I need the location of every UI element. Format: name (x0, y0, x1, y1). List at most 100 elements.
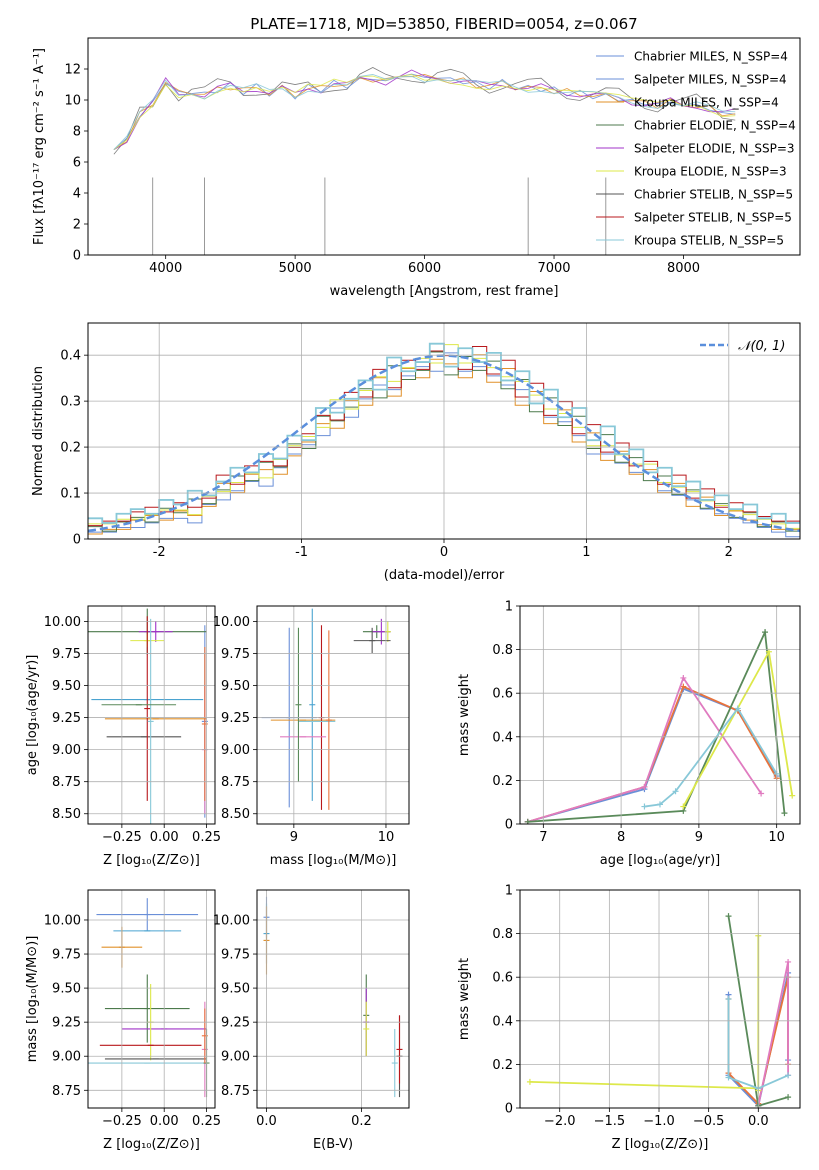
spectrum-data-line (113, 67, 736, 155)
weight-point-marker (641, 783, 648, 790)
axes-frame (256, 605, 410, 825)
weight-vs-z-x-tick-label: −0.5 (693, 1114, 725, 1129)
mass-vs-ebv-y-tick-label: 9.00 (221, 1050, 250, 1065)
spectrum-model-line (113, 74, 736, 150)
mass-vs-ebv-y-tick-label: 8.75 (221, 1084, 250, 1099)
age-vs-z-x-tick-label: 0.00 (150, 830, 179, 845)
weight-point-marker (672, 788, 679, 795)
legend-label: Salpeter MILES, N_SSP=4 (634, 73, 787, 87)
mass-vs-ebv-y-tick-label: 9.25 (221, 1016, 250, 1031)
mass-vs-z-y-tick-label: 9.75 (52, 948, 81, 963)
age-vs-z-y-axis-label: age [log₁₀(age/yr)] (25, 655, 40, 776)
mass-vs-z-panel: −0.25 0.00 0.25 8.75 9.00 9.25 9.50 9.75 10.00 Z … (25, 889, 221, 1152)
weight-vs-age-y-tick-label: 0 (505, 818, 513, 833)
weight-vs-z-x-tick-label: −2.0 (544, 1114, 576, 1129)
spectrum-y-tick-label: 4 (73, 187, 81, 202)
weight-vs-z-x-axis-label: Z [log₁₀(Z/Z⊙)] (612, 1137, 709, 1152)
axes-frame (87, 889, 216, 1109)
spectrum-y-tick-label: 10 (64, 94, 81, 109)
weight-vs-age-x-tick-label: 7 (539, 830, 547, 845)
weight-point-marker (789, 792, 796, 799)
mass-vs-z-y-tick-label: 9.00 (52, 1050, 81, 1065)
spectrum-y-axis-label: Flux [fλ10⁻¹⁷ erg cm⁻² s⁻¹ A⁻¹] (32, 48, 47, 245)
age-vs-z-panel: −0.25 0.00 0.25 8.50 8.75 9.00 9.25 9.50 9.75 10.… (25, 605, 221, 868)
mass-vs-z-x-tick-label: 0.00 (150, 1114, 179, 1129)
age-vs-z-y-tick-label: 10.00 (44, 615, 81, 630)
spectrum-y-tick-label: 12 (64, 63, 81, 78)
weight-vs-z-y-tick-label: 0.6 (492, 971, 513, 986)
weight-point-marker (781, 810, 788, 817)
residuals-x-tick-label: 0 (440, 545, 448, 560)
mass-vs-ebv-panel: 0.0 0.2 8.75 9.00 9.25 9.50 9.75 10.00 E(B-V) (213, 889, 410, 1152)
weight-vs-z-y-axis-label: mass weight (457, 958, 472, 1040)
age-vs-z-y-tick-label: 9.00 (52, 743, 81, 758)
legend-label: Kroupa ELODIE, N_SSP=3 (634, 165, 787, 179)
age-vs-z-plot-area (88, 608, 208, 824)
age-vs-z-y-tick-label: 9.75 (52, 647, 81, 662)
axes-frame (519, 605, 801, 825)
mass-vs-ebv-x-tick-label: 0.0 (256, 1114, 277, 1129)
residuals-y-tick-label: 0.4 (60, 349, 81, 364)
age-vs-z-y-tick-label: 8.50 (52, 807, 81, 822)
spectrum-model-line (113, 74, 736, 150)
axes-frame (256, 889, 410, 1109)
mass-vs-z-y-axis-label: mass [log₁₀(M/M⊙)] (25, 936, 40, 1063)
mass-vs-z-x-tick-label: −0.25 (102, 1114, 142, 1129)
age-vs-mass-panel: 9 10 8.50 8.75 9.00 9.25 9.50 9.75 10.00 mass [lo… (213, 605, 410, 868)
weight-vs-age-y-axis-label: mass weight (457, 674, 472, 756)
spectrum-x-tick-label: 8000 (667, 261, 700, 276)
legend-label: Chabrier ELODIE, N_SSP=4 (634, 119, 796, 133)
residuals-x-tick-label: 2 (725, 545, 733, 560)
residuals-y-tick-label: 0.2 (60, 441, 81, 456)
weight-point-marker (680, 683, 687, 690)
spectrum-x-tick-label: 5000 (279, 261, 312, 276)
spectrum-x-tick-label: 4000 (149, 261, 182, 276)
residuals-y-tick-label: 0.3 (60, 395, 81, 410)
mass-vs-ebv-y-tick-label: 9.50 (221, 982, 250, 997)
weight-vs-age-panel: 7 8 9 10 0 0.2 0.4 0.6 0.8 1 age [log₁₀(age/yr)] ma… (457, 600, 801, 868)
mass-vs-ebv-plot-area (263, 896, 403, 1098)
age-vs-z-y-tick-label: 9.50 (52, 679, 81, 694)
spectrum-plot-area (113, 67, 736, 255)
spectrum-y-tick-label: 8 (73, 125, 81, 140)
weight-point-marker (725, 996, 732, 1002)
weight-point-marker (725, 1074, 732, 1081)
weight-point-marker (785, 958, 792, 965)
weight-vs-z-y-tick-label: 0.4 (492, 1014, 513, 1029)
age-vs-mass-y-tick-label: 8.75 (221, 775, 250, 790)
residuals-y-tick-label: 0 (73, 533, 81, 548)
weight-point-marker (680, 803, 687, 810)
weight-point-marker (734, 705, 741, 712)
age-vs-mass-y-tick-label: 9.75 (221, 647, 250, 662)
legend-label: 𝒩(0, 1) (738, 339, 785, 354)
mass-vs-z-y-tick-label: 9.25 (52, 1016, 81, 1031)
weight-vs-age-y-tick-label: 1 (505, 600, 513, 615)
weight-vs-z-panel: −2.0 −1.5 −1.0 −0.5 0.0 0 0.2 0.4 0.6 0.8 1 Z [log₁… (457, 884, 801, 1152)
spectrum-model-line (113, 74, 736, 150)
weight-series-line (757, 961, 789, 1107)
legend-label: Chabrier MILES, N_SSP=4 (634, 50, 788, 64)
mass-vs-ebv-x-axis-label: E(B-V) (313, 1137, 353, 1152)
residuals-x-tick-label: 1 (582, 545, 590, 560)
legend-label: Kroupa MILES, N_SSP=4 (634, 96, 779, 110)
weight-vs-age-x-tick-label: 10 (768, 830, 785, 845)
axes-frame (87, 37, 801, 256)
weight-vs-z-y-tick-label: 0 (505, 1102, 513, 1117)
weight-vs-z-x-tick-label: 0.0 (748, 1114, 769, 1129)
age-vs-mass-y-tick-label: 10.00 (213, 615, 250, 630)
weight-series-line (727, 999, 789, 1090)
age-vs-mass-x-tick-label: 10 (378, 830, 395, 845)
spectrum-y-tick-label: 0 (73, 249, 81, 264)
residuals-x-tick-label: -1 (295, 545, 308, 560)
residuals-y-tick-label: 0.1 (60, 487, 81, 502)
weight-vs-age-y-tick-label: 0.8 (492, 643, 513, 658)
weight-point-marker (680, 674, 687, 681)
legend-label: Salpeter STELIB, N_SSP=5 (634, 211, 792, 225)
age-vs-mass-plot-area (261, 608, 391, 810)
age-vs-z-x-tick-label: −0.25 (102, 830, 142, 845)
spectrum-x-axis-label: wavelength [Angstrom, rest frame] (330, 284, 559, 299)
weight-point-marker (762, 629, 768, 636)
age-vs-z-x-axis-label: Z [log₁₀(Z/Z⊙)] (103, 853, 200, 868)
mass-vs-ebv-y-tick-label: 9.75 (221, 948, 250, 963)
